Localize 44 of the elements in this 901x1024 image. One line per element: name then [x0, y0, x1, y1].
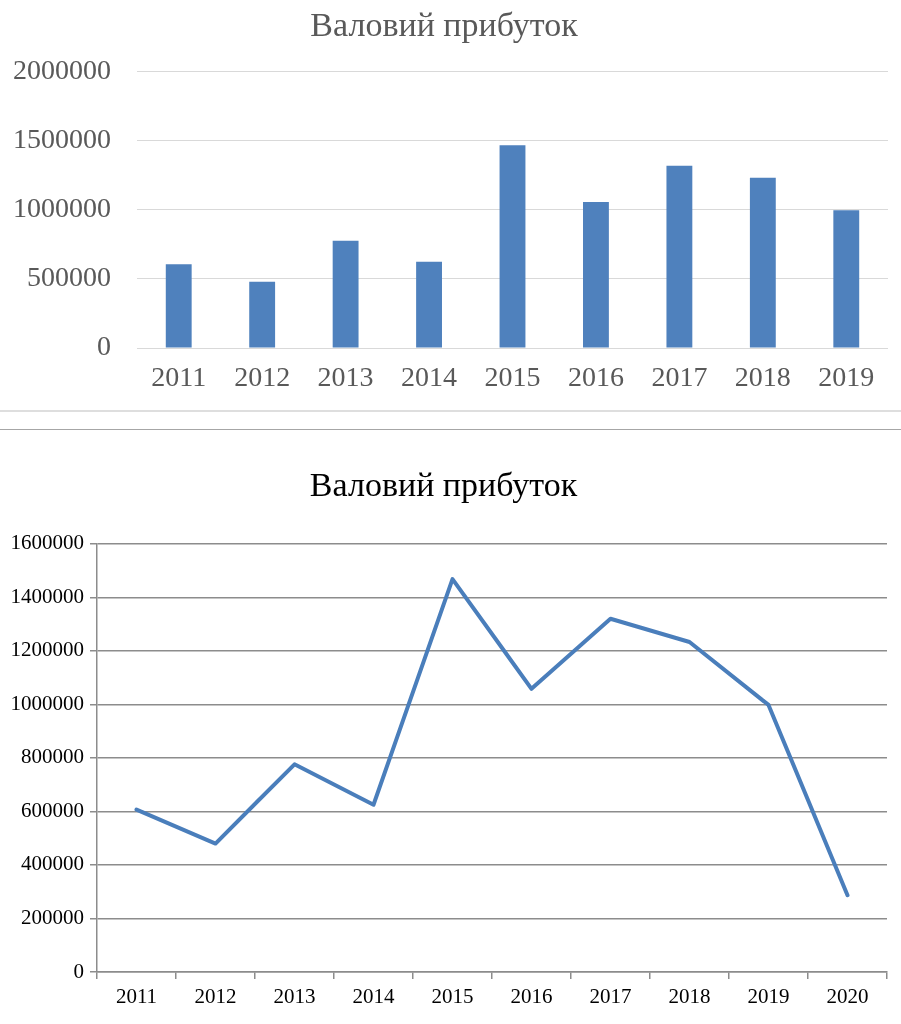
y-tick-label: 0: [97, 330, 111, 362]
x-tick-label: 2015: [431, 984, 474, 1009]
x-tick-label: 2019: [818, 361, 875, 393]
y-tick-label: 1200000: [10, 637, 84, 662]
y-tick-label: 800000: [21, 744, 84, 769]
x-tick-label: 2013: [317, 361, 374, 393]
x-tick-label: 2018: [668, 984, 711, 1009]
y-tick-label: 400000: [21, 851, 84, 876]
x-tick-label: 2013: [273, 984, 316, 1009]
bar: [165, 264, 192, 348]
y-tick-label: 1400000: [10, 583, 84, 608]
y-tick-label: 200000: [21, 904, 84, 929]
x-tick-label: 2020: [826, 984, 869, 1009]
y-tick-label: 1600000: [10, 530, 84, 555]
bar: [666, 165, 693, 348]
x-tick-label: 2015: [484, 361, 541, 393]
x-tick-label: 2016: [567, 361, 624, 393]
chart-title: Валовий прибуток: [309, 466, 578, 504]
bar: [833, 210, 860, 348]
bar: [416, 261, 442, 348]
y-tick-label: 1000000: [10, 690, 84, 715]
y-tick-label: 0: [73, 958, 84, 983]
y-tick-label: 600000: [21, 797, 84, 822]
x-tick-label: 2017: [651, 361, 708, 393]
x-tick-label: 2019: [747, 984, 790, 1009]
x-tick-label: 2011: [151, 361, 207, 393]
bar: [583, 201, 609, 348]
y-tick-label: 1000000: [13, 192, 111, 224]
x-tick-label: 2016: [510, 984, 553, 1009]
x-tick-label: 2018: [734, 361, 791, 393]
x-tick-label: 2017: [589, 984, 632, 1009]
chart-title: Валовий прибуток: [310, 6, 579, 44]
x-tick-label: 2012: [234, 361, 291, 393]
x-tick-label: 2014: [401, 361, 458, 393]
bar: [249, 281, 276, 348]
x-tick-label: 2014: [352, 984, 395, 1009]
x-tick-label: 2012: [194, 984, 237, 1009]
y-tick-label: 500000: [27, 261, 111, 293]
y-tick-label: 2000000: [13, 54, 111, 86]
x-tick-label: 2011: [115, 984, 158, 1009]
bar: [499, 145, 526, 348]
y-tick-label: 1500000: [13, 123, 111, 155]
bar: [749, 177, 776, 348]
bar: [332, 240, 359, 348]
